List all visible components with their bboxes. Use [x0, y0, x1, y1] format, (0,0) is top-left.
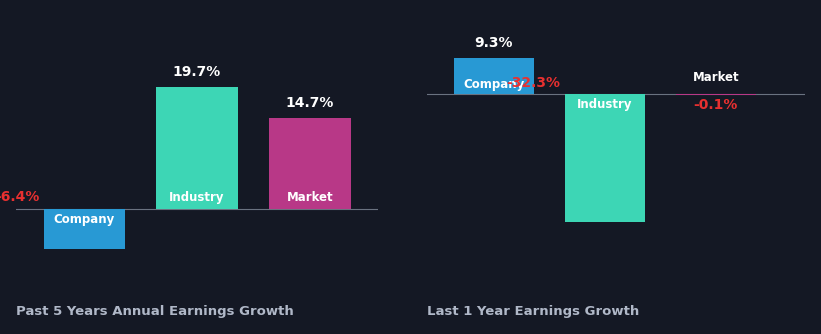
- Bar: [565, 95, 644, 222]
- Text: Company: Company: [463, 77, 524, 91]
- Text: Industry: Industry: [577, 98, 632, 111]
- Text: Market: Market: [692, 71, 739, 84]
- Text: 19.7%: 19.7%: [173, 65, 221, 79]
- Text: -0.1%: -0.1%: [694, 98, 738, 112]
- Text: -32.3%: -32.3%: [507, 76, 561, 90]
- Text: Market: Market: [287, 191, 333, 204]
- Text: 9.3%: 9.3%: [475, 36, 513, 50]
- Bar: [157, 87, 238, 209]
- Text: 14.7%: 14.7%: [286, 97, 334, 111]
- Bar: [269, 118, 351, 209]
- Bar: [44, 209, 125, 249]
- Text: Company: Company: [53, 213, 115, 226]
- Text: -6.4%: -6.4%: [0, 190, 39, 204]
- Bar: [453, 58, 534, 95]
- Text: Past 5 Years Annual Earnings Growth: Past 5 Years Annual Earnings Growth: [16, 305, 294, 318]
- Text: Industry: Industry: [169, 191, 225, 204]
- Text: Last 1 Year Earnings Growth: Last 1 Year Earnings Growth: [427, 305, 640, 318]
